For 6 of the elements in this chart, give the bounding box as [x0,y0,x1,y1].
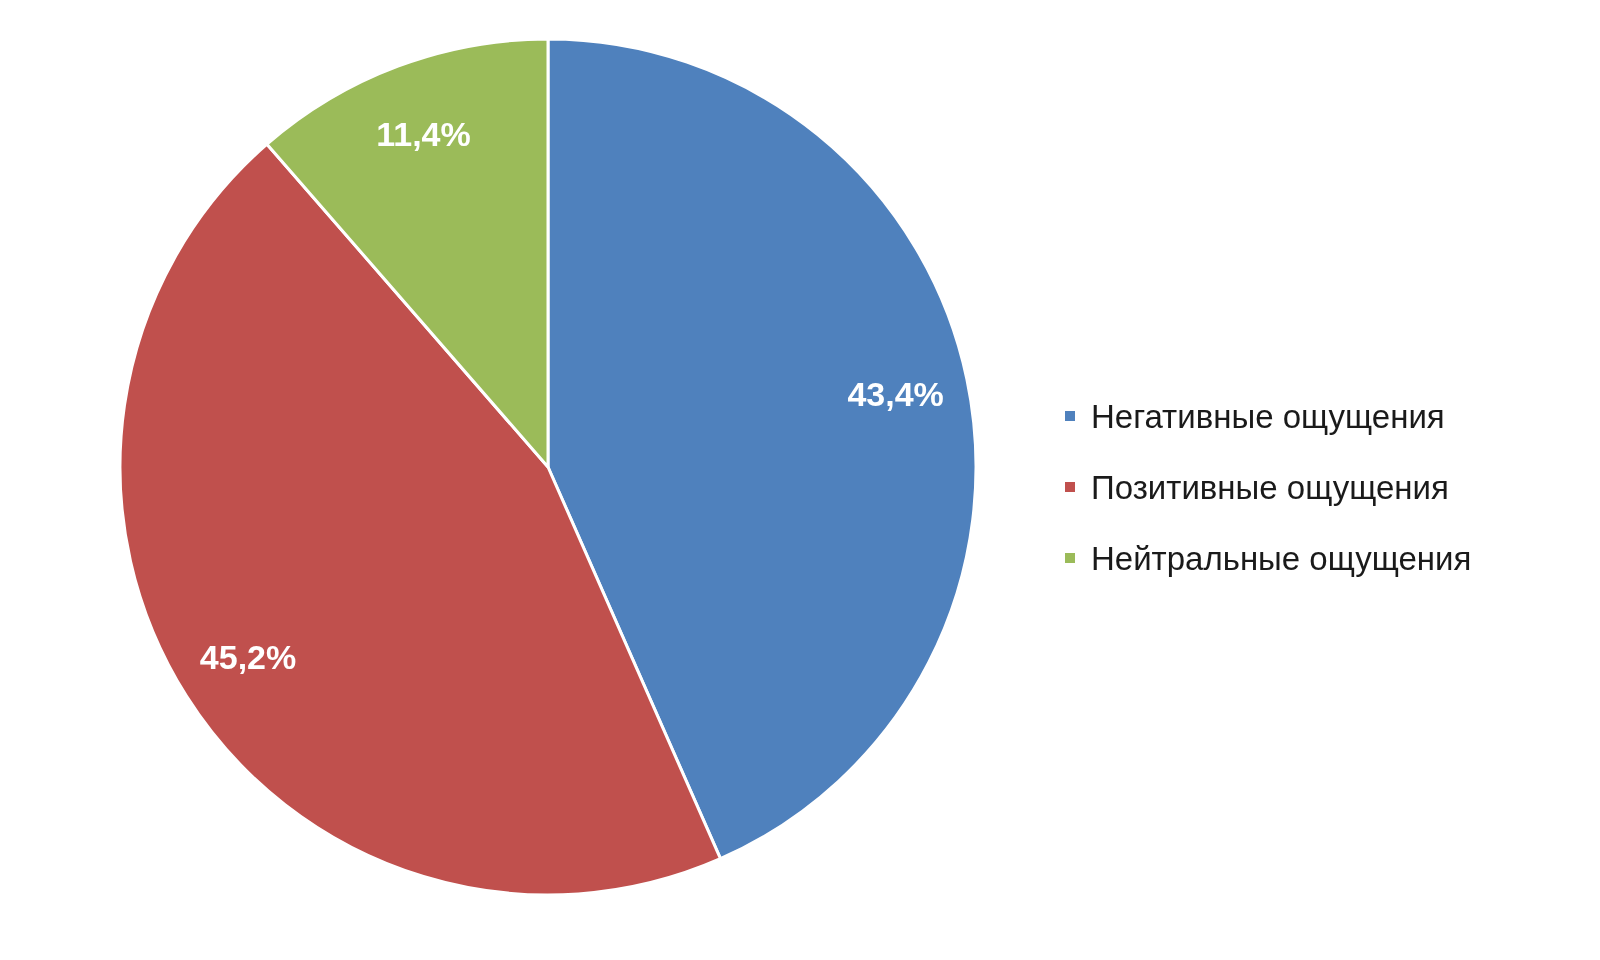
legend-label: Негативные ощущения [1091,397,1445,435]
data-label: 11,4% [376,115,471,154]
data-label: 43,4% [847,374,944,413]
legend-label: Нейтральные ощущения [1091,539,1472,577]
legend-label: Позитивные ощущения [1091,468,1449,506]
data-label: 45,2% [199,638,297,677]
